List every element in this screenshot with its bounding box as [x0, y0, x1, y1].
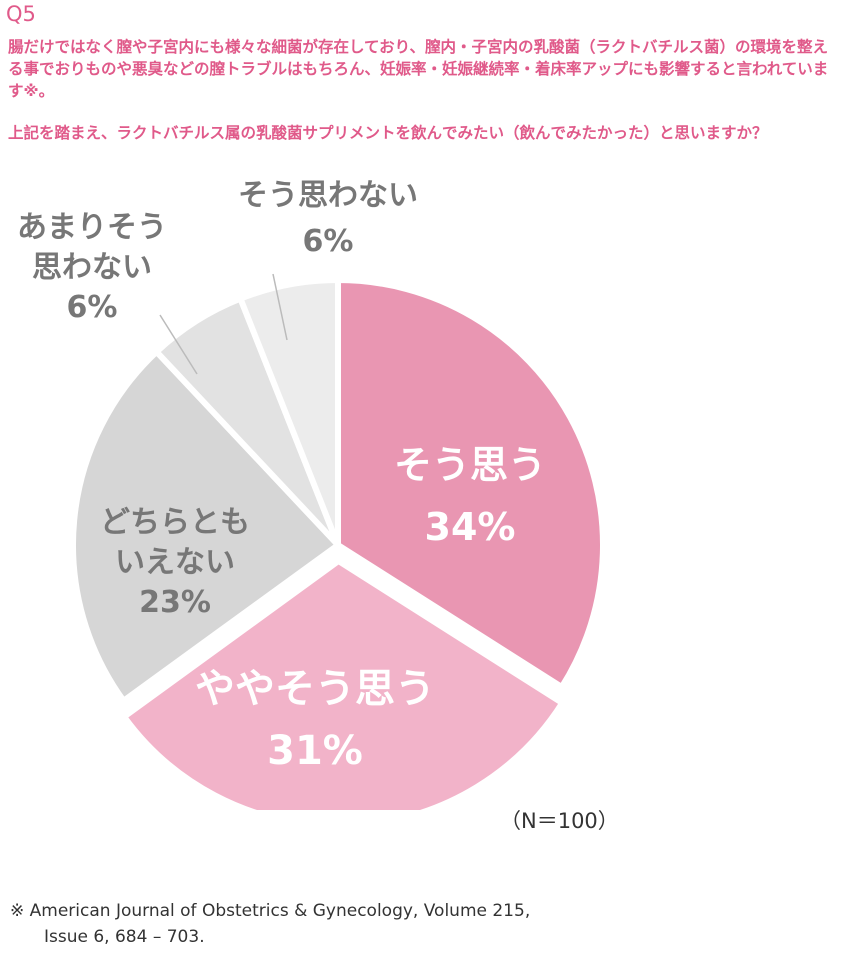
leader-line — [272, 273, 288, 341]
slice-category-label: いえない — [115, 545, 235, 580]
slice-category-label: 思わない — [32, 250, 152, 285]
slice-category-label: そう思う — [394, 443, 546, 487]
leader-line — [159, 314, 198, 375]
slice-category-label: ややそう思う — [195, 666, 435, 712]
pie-slice — [121, 557, 566, 810]
slice-category-label: どちらとも — [100, 505, 250, 540]
intro-text: 腸だけではなく膣や子宮内にも様々な細菌が存在しており、膣内・子宮内の乳酸菌（ラク… — [8, 38, 829, 100]
footnote-line-1: ※ American Journal of Obstetrics & Gynec… — [10, 901, 531, 921]
footnote: ※ American Journal of Obstetrics & Gynec… — [10, 898, 650, 950]
slice-value-label: 6% — [303, 224, 354, 259]
footnote-line-2: Issue 6, 684 – 703. — [44, 927, 205, 947]
slice-category-label: そう思わない — [238, 178, 418, 213]
pie-slice — [237, 277, 341, 548]
slice-value-label: 6% — [67, 290, 118, 325]
slice-category-label: あまりそう — [17, 210, 167, 245]
slice-value-label: 34% — [425, 505, 516, 549]
question-text: 上記を踏まえ、ラクトバチルス属の乳酸菌サプリメントを飲んでみたい（飲んでみたかっ… — [8, 124, 768, 142]
sample-size-note: （N＝100） — [500, 809, 619, 833]
slice-value-label: 31% — [267, 728, 363, 774]
question-number: Q5 — [6, 2, 36, 26]
pie-slice — [70, 348, 341, 704]
pie-slice — [335, 277, 606, 690]
slice-value-label: 23% — [139, 585, 211, 620]
